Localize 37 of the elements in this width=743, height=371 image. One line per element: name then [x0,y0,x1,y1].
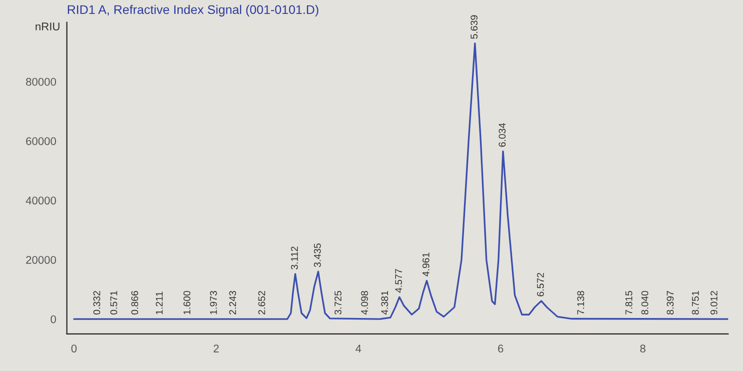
annotation: 6.034 [498,123,506,147]
x-tick-label: 0 [71,344,77,352]
annotation: 4.098 [361,290,368,315]
annotation: 4.577 [395,269,402,293]
y-tick-label: 80000 [26,78,56,86]
annotation: 1.600 [183,290,190,314]
annotation: 5.639 [470,15,478,39]
annotation: 1.973 [210,290,217,314]
chart-title: RID1 A, Refractive Index Signal (001-0101.D) [68,4,318,17]
annotation: 2.652 [258,291,266,314]
y-tick-label: 0 [50,315,56,324]
annotation: 0.332 [93,291,100,315]
annotation: 6.572 [537,272,544,296]
y-tick-label: 20000 [26,256,56,264]
annotation: 3.112 [290,246,298,270]
annotation: 4.961 [422,252,430,276]
annotation: 7.815 [625,290,632,314]
annotation: 0.866 [131,290,138,315]
annotation: 4.381 [381,291,388,315]
x-tick-label: 2 [214,344,219,352]
annotation: 9.012 [710,291,718,314]
annotation: 8.040 [641,290,648,314]
annotation: 7.138 [577,290,584,314]
y-tick-label: 60000 [26,137,56,146]
x-tick-label: 6 [498,344,504,352]
line-series [73,42,728,320]
y-axis-title: nRIU [36,22,60,30]
x-tick-label: 4 [356,344,362,352]
x-tick-label: 8 [640,344,646,352]
annotation: 3.435 [314,243,321,268]
annotation: 8.397 [666,291,674,314]
annotation: 8.751 [692,291,699,314]
annotation: 2.243 [229,290,236,314]
annotation: 0.571 [110,291,118,315]
annotation: 1.211 [156,292,163,314]
annotation: 3.725 [334,290,342,315]
y-tick-label: 40000 [26,196,56,204]
